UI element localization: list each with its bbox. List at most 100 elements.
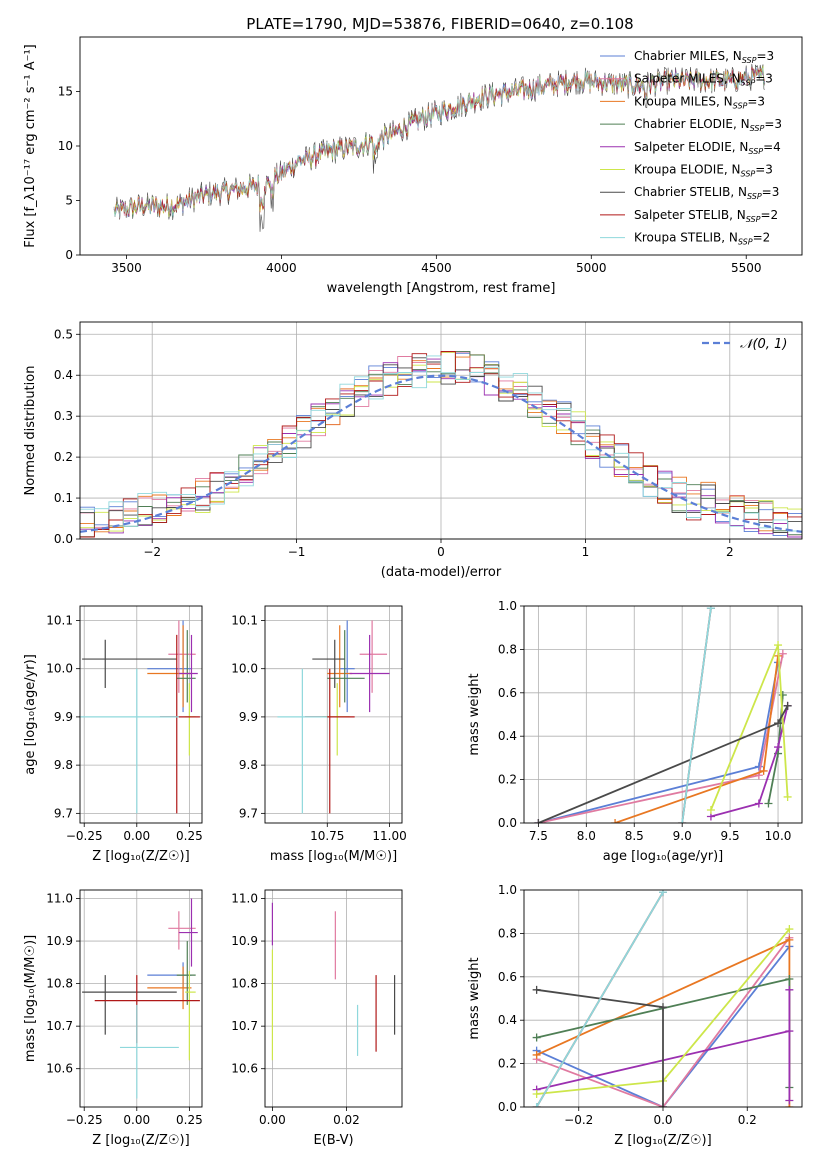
y-axis-label: Normed distribution [23,366,38,496]
y-tick-label-5: 0.5 [54,327,73,341]
x-tick-label-3: 5000 [576,261,607,275]
legend-label-0: Chabrier MILES, NSSP=3 [634,49,774,65]
panel-residuals: 𝒩(0, 1) −2 −1 0 1 2 0.0 0.1 0.2 0.3 0.4 0.5 (data-mo… [23,321,803,580]
plot-area [113,63,766,232]
weight-marker-kroupa_elodie [706,805,715,814]
y-tick-label-3: 10.9 [46,934,73,948]
x-axis-label: Z [log₁₀(Z/Z☉)] [92,1133,189,1148]
y-tick-label-1: 9.8 [54,758,73,772]
axes-frame [264,605,403,824]
y-axis-label: Flux [f_λ10⁻¹⁷ erg cm⁻² s⁻¹ A⁻¹] [23,44,38,248]
y-axis-label: mass weight [467,673,482,755]
x-tick-label-0: 10.75 [310,829,344,843]
weight-marker-kroupa_miles [532,1050,541,1059]
weight-marker-salpeter_elodie [785,1027,794,1036]
x-axis-label: wavelength [Angstrom, rest frame] [327,281,556,296]
weight-marker-chabrier_elodie [532,1033,541,1042]
panel-mass_vs_ebv: 0.00 0.02 10.6 10.7 10.8 10.9 11.0 E(B-V) [231,889,403,1148]
figure-title: PLATE=1790, MJD=53876, FIBERID=0640, z=0… [246,15,633,33]
normal-curve [80,374,802,533]
y-tick-label-0: 10.6 [231,1062,258,1076]
weight-marker-kroupa_miles [759,766,768,775]
y-axis-label: mass [log₁₀(M/M☉)] [23,935,38,1062]
weight-marker-kroupa_miles [611,819,620,823]
x-tick-label-5: 10.0 [765,829,792,843]
x-axis-label: mass [log₁₀(M/M☉)] [270,849,397,864]
y-axis-label: age [log₁₀(age/yr)] [23,654,38,775]
plot-area [277,620,390,814]
panel-weight_vs_age: 7.5 8.0 8.5 9.0 9.5 10.0 0.0 0.2 0.4 0.6 0.8 1.0 age… [467,599,803,864]
legend-text: Chabrier STELIB, N [634,185,747,199]
legend-tail: =2 [760,208,778,222]
y-tick-label-2: 10.8 [46,977,73,991]
legend-tail: =4 [763,140,781,154]
weight-marker-kroupa_elodie [774,641,783,650]
y-tick-label-4: 0.4 [54,368,73,382]
legend-subscript: SSP [746,215,761,224]
x-tick-label-2: 0 [437,545,445,559]
weight-marker-chabrier_stelib [783,701,792,710]
y-tick-label-1: 0.2 [498,1057,517,1071]
plot-area [80,620,200,814]
weight-marker-salpeter_elodie [774,743,783,752]
x-tick-label-0: 3500 [111,261,142,275]
legend-text: Kroupa STELIB, N [634,231,738,245]
y-tick-label-1: 0.2 [498,773,517,787]
axes-frame [79,605,203,824]
legend-text: Chabrier ELODIE, N [634,117,750,131]
x-axis-label: age [log₁₀(age/yr)] [603,849,724,864]
y-tick-label-3: 10.9 [231,934,258,948]
plot-area [271,902,396,1061]
legend-tail: =3 [747,94,765,108]
y-tick-label-1: 0.1 [54,491,73,505]
weight-marker-kroupa_elodie [785,925,794,934]
x-tick-label-0: −0.25 [66,1113,103,1127]
y-tick-label-0: 0.0 [498,816,517,830]
legend-text: Salpeter ELODIE, N [634,140,748,154]
legend-subscript: SSP [750,124,765,133]
weight-marker-chabrier_stelib [532,985,541,994]
legend-label-4: Salpeter ELODIE, NSSP=4 [634,140,781,156]
y-tick-label-4: 11.0 [231,892,258,906]
weight-line-kroupa_stelib [681,608,712,823]
x-tick-label-2: 4500 [421,261,452,275]
legend-tail: =3 [755,72,773,86]
x-tick-label-2: 8.5 [625,829,644,843]
weight-line-kroupa_stelib [535,891,664,1107]
y-tick-label-2: 10 [58,139,73,153]
weight-marker-kroupa_elodie [532,1089,541,1098]
y-tick-label-0: 0.0 [498,1100,517,1114]
legend-tail: =3 [762,185,780,199]
x-tick-label-2: 0.25 [176,1113,203,1127]
plot-area [534,606,792,823]
y-tick-label-2: 0.2 [54,450,73,464]
weight-marker-chabrier_stelib [534,819,543,823]
x-tick-label-3: 9.0 [673,829,692,843]
x-tick-label-1: 0.00 [123,1113,150,1127]
y-tick-label-0: 10.6 [46,1062,73,1076]
panel-weight_vs_Z: −0.2 0.0 0.2 0.0 0.2 0.4 0.6 0.8 1.0 Z [log₁₀(Z/Z… [467,883,803,1148]
weight-marker-kroupa_miles [785,935,794,944]
x-tick-label-4: 9.5 [721,829,740,843]
x-tick-label-1: 11.00 [372,829,406,843]
plot-area [532,890,794,1107]
x-tick-label-1: 0.0 [653,1113,672,1127]
weight-line-salpeter_miles [538,653,784,823]
weight-marker-kroupa_stelib [706,606,715,613]
legend-tail: =3 [764,117,782,131]
legend-label-0: 𝒩(0, 1) [740,337,787,352]
weight-marker-salpeter_miles [778,649,787,658]
x-tick-label-1: −1 [288,545,306,559]
weight-marker-chabrier_stelib [774,719,783,728]
panel-mass_vs_Z: −0.25 0.00 0.25 10.6 10.7 10.8 10.9 11.0 Z [log₁… [23,889,203,1148]
legend-text: Kroupa MILES, N [634,94,733,108]
x-tick-label-0: −2 [143,545,161,559]
weight-line-chabrier_stelib [536,988,664,1107]
x-tick-label-1: 4000 [266,261,297,275]
weight-line-chabrier_miles [536,945,791,1107]
y-tick-label-1: 5 [65,194,73,208]
y-tick-label-2: 9.9 [54,710,73,724]
